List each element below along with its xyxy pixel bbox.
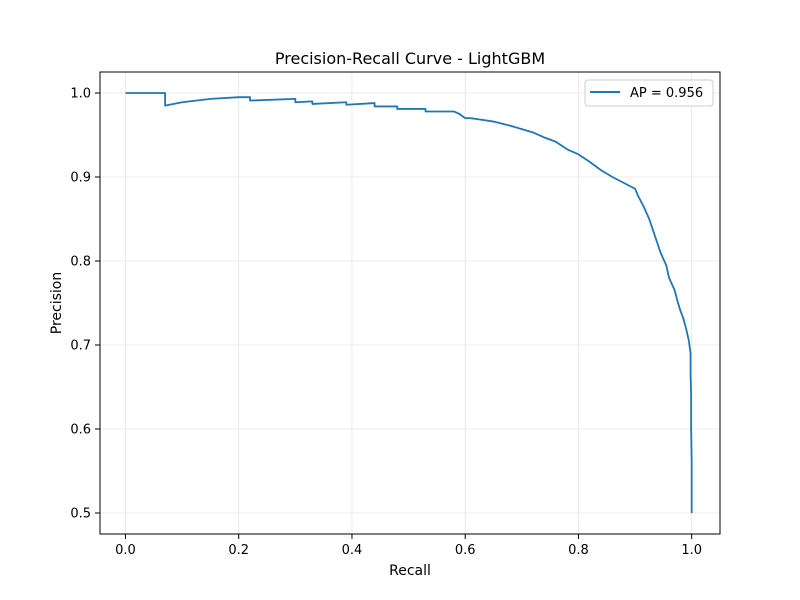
chart-title: Precision-Recall Curve - LightGBM [275,49,545,68]
x-tick-label: 0.8 [568,543,589,558]
x-tick-label: 0.4 [342,543,363,558]
plot-layer [125,92,693,513]
legend-entry-label: AP = 0.956 [630,86,703,101]
plot-frame [99,71,721,535]
y-tick-label: 0.6 [70,423,91,438]
legend: AP = 0.956 [584,79,714,107]
y-axis-label: Precision [49,272,65,334]
tick-layer: 0.0 0.2 0.4 0.6 0.8 1.0 0.5 0.6 0.7 0.8 0.9 1.0 [70,87,702,559]
y-tick-label: 1.0 [70,87,91,102]
y-tick-label: 0.8 [70,255,91,270]
grid-layer [100,72,720,534]
y-tick-label: 0.7 [70,339,91,354]
y-tick-label: 0.5 [70,507,91,522]
x-tick-label: 0.0 [115,543,136,558]
x-axis-label: Recall [389,563,431,579]
legend-box [584,79,714,107]
x-tick-label: 1.0 [681,543,702,558]
y-tick-label: 0.9 [70,171,91,186]
x-tick-label: 0.6 [455,543,476,558]
x-tick-label: 0.2 [228,543,249,558]
pr-curve-line [125,92,693,513]
